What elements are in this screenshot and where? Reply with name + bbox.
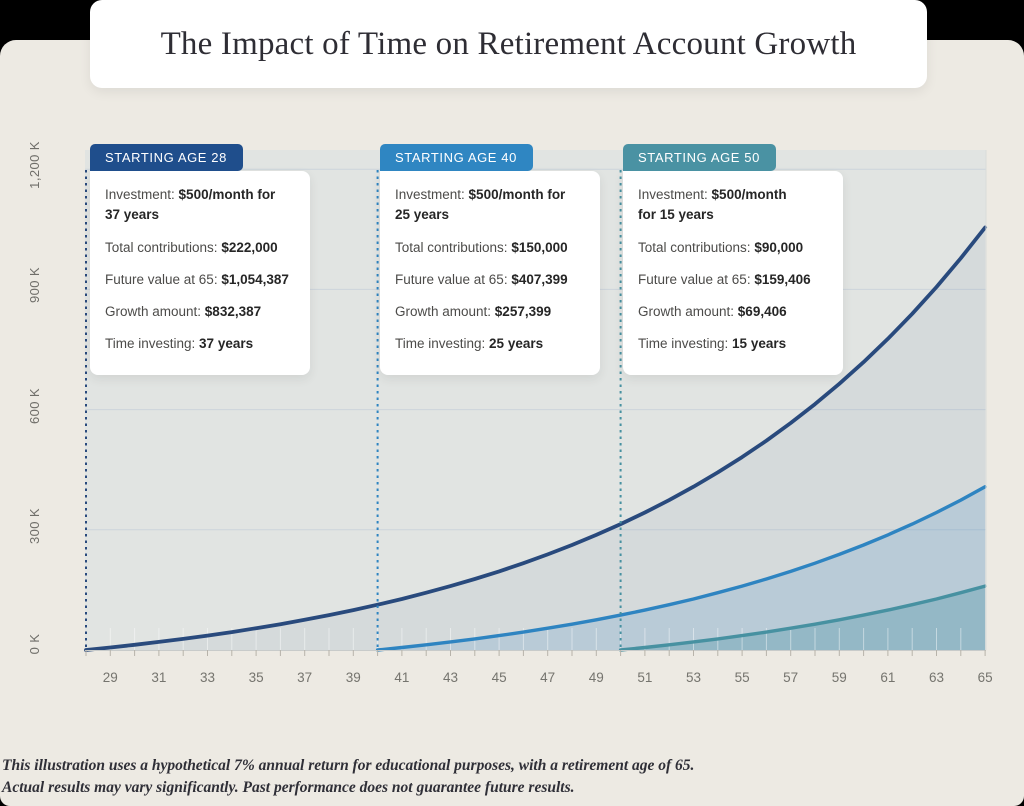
scenario-card-age-50: STARTING AGE 50 Investment: $500/month f… bbox=[623, 144, 843, 375]
stat-value: $90,000 bbox=[754, 239, 804, 255]
x-axis-label: 59 bbox=[831, 670, 847, 685]
stat-label: Growth amount: bbox=[395, 304, 495, 319]
x-axis-label: 41 bbox=[394, 670, 410, 685]
y-axis-label: 0 K bbox=[27, 633, 42, 655]
stat-label: Investment: bbox=[105, 187, 179, 202]
x-axis-label: 43 bbox=[442, 670, 459, 685]
stat-label: Investment: bbox=[638, 187, 712, 202]
x-axis-label: 49 bbox=[588, 670, 604, 685]
stat-label: Future value at 65: bbox=[105, 271, 222, 287]
scenario-card-body: Investment: $500/month for 15 years Total… bbox=[623, 171, 843, 375]
stat-value: $832,387 bbox=[204, 304, 262, 319]
scenario-card-body: Investment: $500/month for 25 years Total… bbox=[380, 171, 600, 375]
x-axis-label: 53 bbox=[685, 670, 702, 685]
stat-value: $222,000 bbox=[221, 239, 278, 255]
card-stat-row: Growth amount: $832,387 bbox=[105, 302, 296, 322]
card-stat-row: Time investing: 25 years bbox=[395, 334, 586, 354]
stat-label: Total contributions: bbox=[105, 239, 222, 255]
y-axis-label: 900 K bbox=[27, 267, 42, 304]
stat-label: Time investing: bbox=[395, 336, 490, 352]
x-axis-label: 37 bbox=[297, 670, 313, 685]
stat-value: $150,000 bbox=[511, 239, 568, 255]
stat-value: $257,399 bbox=[494, 304, 552, 319]
stat-value: $1,054,387 bbox=[221, 271, 289, 287]
x-axis-label: 31 bbox=[151, 670, 167, 685]
stat-label: Total contributions: bbox=[638, 239, 755, 255]
stat-value: $159,406 bbox=[754, 271, 811, 287]
x-axis-label: 39 bbox=[345, 670, 361, 685]
x-axis-label: 55 bbox=[734, 670, 750, 685]
x-axis-label: 63 bbox=[928, 670, 945, 685]
stat-label: Future value at 65: bbox=[638, 271, 755, 287]
x-axis-label: 33 bbox=[199, 670, 216, 685]
stat-value: $407,399 bbox=[511, 271, 568, 287]
card-stat-row: Total contributions: $222,000 bbox=[105, 238, 296, 258]
y-axis-label: 300 K bbox=[27, 507, 42, 544]
stat-label: Time investing: bbox=[638, 336, 733, 352]
card-stat-row: Future value at 65: $1,054,387 bbox=[105, 270, 296, 290]
x-axis-label: 35 bbox=[248, 670, 264, 685]
x-axis-label: 51 bbox=[637, 670, 653, 685]
stat-label: Growth amount: bbox=[638, 304, 738, 319]
stat-label: Total contributions: bbox=[395, 239, 512, 255]
card-stat-row: Growth amount: $257,399 bbox=[395, 302, 586, 322]
x-axis-label: 47 bbox=[540, 670, 556, 685]
stat-value: 37 years bbox=[199, 336, 254, 352]
scenario-card-age-28: STARTING AGE 28 Investment: $500/month f… bbox=[90, 144, 310, 375]
disclaimer-line-1: This illustration uses a hypothetical 7%… bbox=[2, 757, 695, 774]
card-stat-row: Growth amount: $69,406 bbox=[638, 302, 829, 322]
x-axis-label: 45 bbox=[491, 670, 507, 685]
stat-label: Investment: bbox=[395, 187, 469, 202]
disclaimer: This illustration uses a hypothetical 7%… bbox=[2, 755, 702, 799]
card-stat-row: Time investing: 37 years bbox=[105, 334, 296, 354]
scenario-badge-age-50: STARTING AGE 50 bbox=[623, 144, 776, 171]
scenario-badge-age-40: STARTING AGE 40 bbox=[380, 144, 533, 171]
y-axis-label: 600 K bbox=[27, 387, 42, 424]
stat-label: Growth amount: bbox=[105, 304, 205, 319]
card-stat-row: Investment: $500/month for 15 years bbox=[638, 185, 829, 226]
stat-label: Future value at 65: bbox=[395, 271, 512, 287]
card-stat-row: Total contributions: $90,000 bbox=[638, 238, 829, 258]
x-axis-label: 29 bbox=[102, 670, 118, 685]
page-title: The Impact of Time on Retirement Account… bbox=[160, 25, 857, 62]
title-card: The Impact of Time on Retirement Account… bbox=[90, 0, 927, 88]
x-axis-label: 65 bbox=[977, 670, 993, 685]
stat-value: $69,406 bbox=[737, 304, 787, 319]
scenario-badge-age-28: STARTING AGE 28 bbox=[90, 144, 243, 171]
card-stat-row: Total contributions: $150,000 bbox=[395, 238, 586, 258]
x-axis-label: 61 bbox=[880, 670, 896, 685]
scenario-card-body: Investment: $500/month for 37 years Total… bbox=[90, 171, 310, 375]
stat-value: 25 years bbox=[489, 336, 544, 352]
card-stat-row: Investment: $500/month for 37 years bbox=[105, 185, 296, 226]
card-stat-row: Future value at 65: $159,406 bbox=[638, 270, 829, 290]
card-stat-row: Investment: $500/month for 25 years bbox=[395, 185, 586, 226]
card-stat-row: Time investing: 15 years bbox=[638, 334, 829, 354]
stat-value: 15 years bbox=[732, 336, 787, 352]
card-stat-row: Future value at 65: $407,399 bbox=[395, 270, 586, 290]
y-axis-label: 1,200 K bbox=[27, 141, 42, 189]
stat-label: Time investing: bbox=[105, 336, 200, 352]
scenario-card-age-40: STARTING AGE 40 Investment: $500/month f… bbox=[380, 144, 600, 375]
x-axis-label: 57 bbox=[783, 670, 799, 685]
disclaimer-line-2: Actual results may vary significantly. P… bbox=[2, 779, 575, 796]
